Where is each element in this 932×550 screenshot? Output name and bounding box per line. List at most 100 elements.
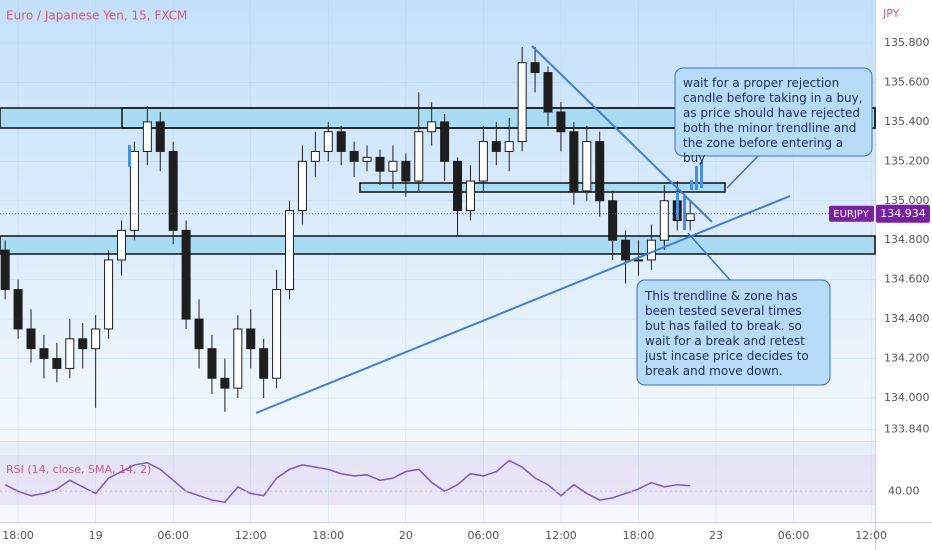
candle-body <box>155 121 165 152</box>
symbol-title: Euro / Japanese Yen, 15, FXCM <box>6 9 187 23</box>
x-tick-label: 23 <box>709 529 723 542</box>
zone-minor <box>359 182 726 193</box>
candle-body <box>375 156 385 172</box>
projection-bar <box>128 145 131 167</box>
callout-box <box>636 279 831 386</box>
candle-body <box>595 141 605 202</box>
candle-body <box>129 150 139 231</box>
candle-body <box>582 141 592 192</box>
candle-body <box>569 131 579 192</box>
candle-body <box>246 328 256 350</box>
projection-bar <box>676 192 679 220</box>
candle-body <box>39 348 49 360</box>
y-tick-label: 135.600 <box>884 75 930 88</box>
candle-body <box>116 229 126 261</box>
rsi-label: RSI (14, close, SMA, 14, 2) <box>6 463 151 476</box>
y-tick-label: 135.800 <box>884 36 930 49</box>
candle-body <box>633 259 643 262</box>
candle-body <box>530 62 540 74</box>
x-tick-label: 18:00 <box>312 529 344 542</box>
rsi-line <box>4 459 691 504</box>
candle-body <box>272 289 282 379</box>
y-tick-label: 134.200 <box>884 352 930 365</box>
callout-box <box>674 67 873 157</box>
candle-body <box>465 180 475 212</box>
x-tick-label: 12:00 <box>235 529 267 542</box>
candle-body <box>259 348 269 379</box>
candle-body <box>621 239 631 261</box>
projection-bar <box>683 196 686 230</box>
candle-body <box>608 200 618 241</box>
zone-lower <box>0 235 876 255</box>
candles <box>0 46 695 412</box>
candle-body <box>543 72 553 113</box>
currency-label: JPY <box>882 7 900 20</box>
zone-upper-inner <box>121 107 876 129</box>
candle-body <box>13 289 23 330</box>
x-tick-label: 06:00 <box>157 529 189 542</box>
symbol-label: EURJPY <box>833 209 869 220</box>
candle-body <box>685 213 695 221</box>
x-tick-label: 19 <box>89 529 103 542</box>
price-badge <box>876 204 930 223</box>
candle-body <box>388 160 398 172</box>
candle-body <box>168 150 178 231</box>
rsi-tick-label: 40.00 <box>888 484 920 497</box>
candle-body <box>336 131 346 152</box>
candle-body <box>362 156 372 162</box>
candle-body <box>517 62 527 143</box>
y-tick-label: 133.840 <box>884 423 930 436</box>
candle-body <box>659 200 669 241</box>
y-tick-label: 135.000 <box>884 194 930 207</box>
candle-body <box>78 338 88 350</box>
annotation: This trendline & zone has been tested se… <box>645 289 809 378</box>
candle-body <box>142 121 152 152</box>
trendline-resistance <box>531 45 713 223</box>
candle-body <box>181 229 191 320</box>
y-tick-label: 134.400 <box>884 312 930 325</box>
candle-body <box>207 348 217 379</box>
x-tick-label: 20 <box>399 529 413 542</box>
x-tick-label: 12:00 <box>855 529 887 542</box>
candle-body <box>504 141 514 152</box>
candle-body <box>233 328 243 389</box>
projection-bar <box>700 162 703 188</box>
x-tick-label: 06:00 <box>468 529 500 542</box>
x-tick-label: 12:00 <box>545 529 577 542</box>
candle-body <box>26 328 36 350</box>
candle-body <box>297 160 307 212</box>
trendline-support <box>255 195 791 414</box>
symbol-badge <box>829 205 874 222</box>
projection-bar <box>695 166 698 190</box>
candle-body <box>427 121 437 133</box>
callout-pointer <box>687 232 731 281</box>
candle-body <box>0 249 10 291</box>
annotation: wait for a proper rejection candle befor… <box>683 76 863 165</box>
candle-body <box>91 328 101 350</box>
candle-body <box>401 160 411 182</box>
y-tick-label: 135.200 <box>884 154 930 167</box>
candle-body <box>104 259 114 330</box>
candle-body <box>310 150 320 162</box>
candle-body <box>220 377 230 389</box>
candle-body <box>453 160 463 212</box>
callout-pointer <box>726 155 759 189</box>
candle-body <box>194 318 204 350</box>
candle-body <box>646 239 656 261</box>
candle-body <box>556 111 566 133</box>
y-tick-label: 135.400 <box>884 115 930 128</box>
y-tick-label: 134.600 <box>884 273 930 286</box>
last-price-label: 134.934 <box>880 207 926 220</box>
candle-body <box>440 121 450 162</box>
projection-bar <box>690 180 693 190</box>
candle-body <box>52 358 62 369</box>
x-tick-label: 06:00 <box>778 529 810 542</box>
candle-body <box>285 210 295 291</box>
candle-body <box>323 131 333 152</box>
candle-body <box>65 338 75 369</box>
candle-body <box>414 131 424 182</box>
candle-body <box>491 141 501 152</box>
y-tick-label: 134.800 <box>884 233 930 246</box>
